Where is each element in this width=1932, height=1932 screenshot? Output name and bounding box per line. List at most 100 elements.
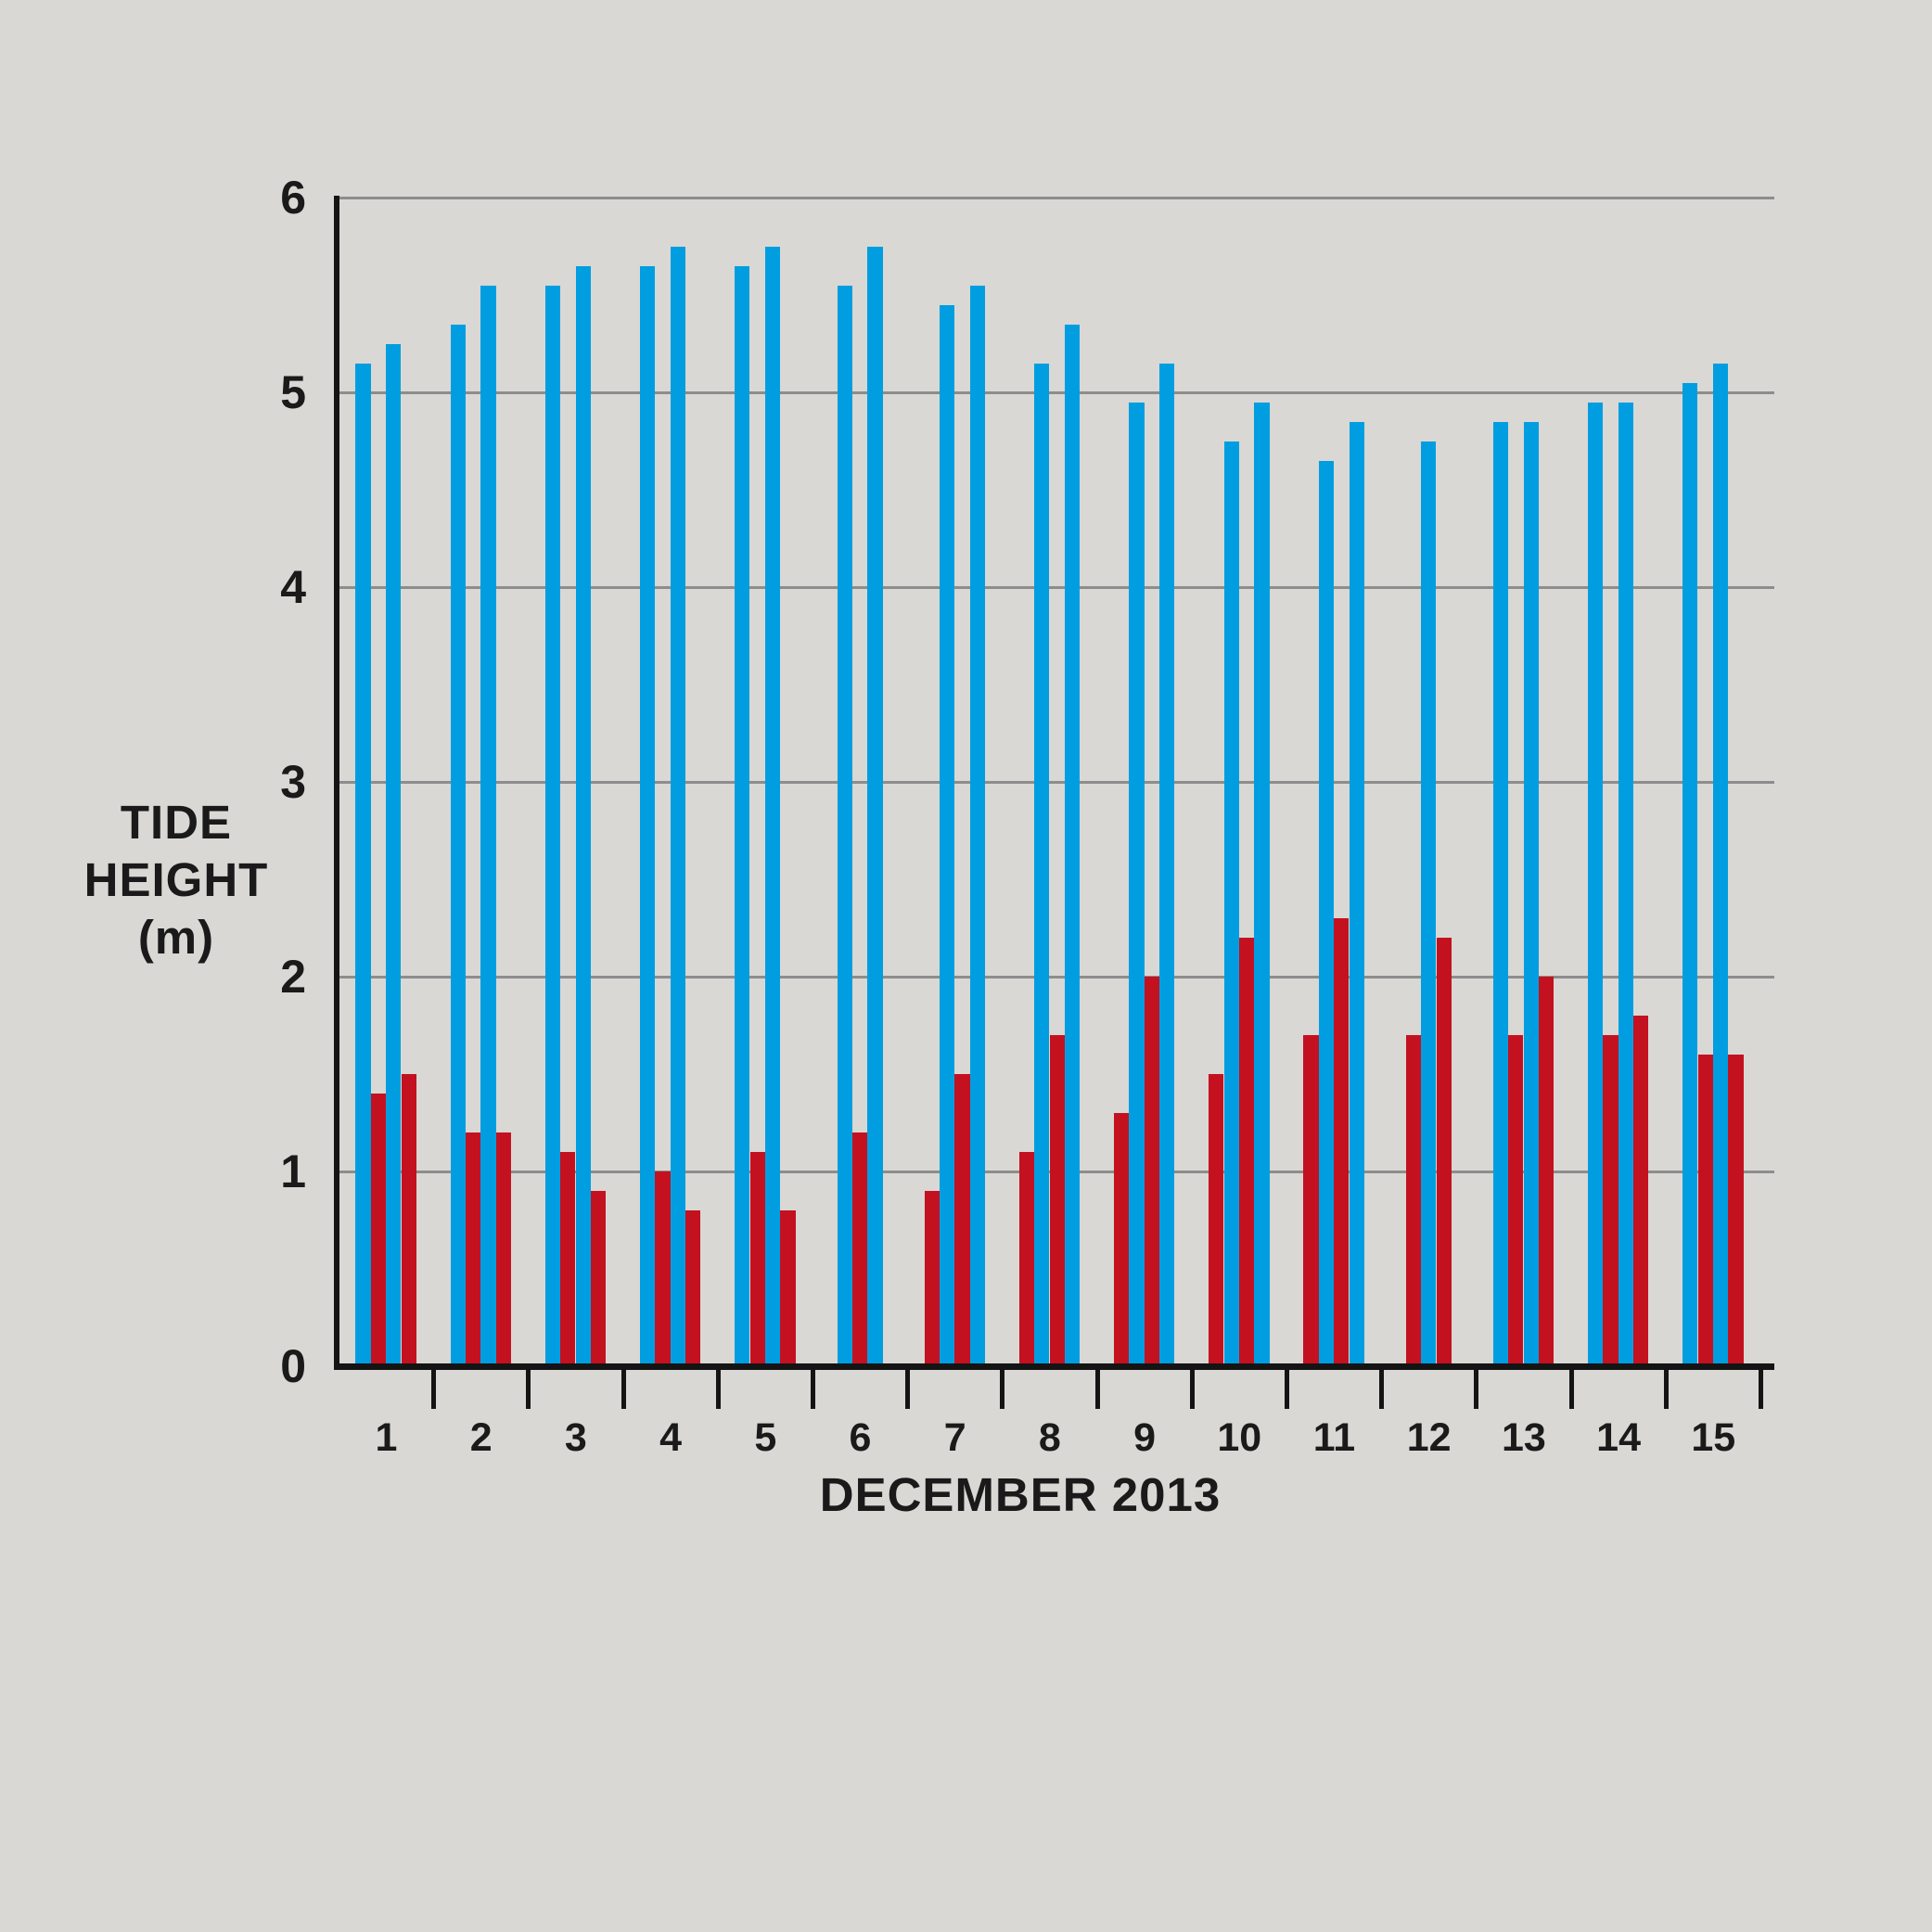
x-tick-label-1: 1 (375, 1415, 398, 1460)
x-tick-label-3: 3 (564, 1415, 587, 1460)
y-tick-label-4: 4 (280, 561, 306, 613)
bar-low-tide-day-3 (590, 1191, 607, 1366)
gridline-2 (339, 975, 1774, 979)
x-tick-label-5: 5 (754, 1415, 777, 1460)
bar-high-tide-day-1 (386, 343, 402, 1366)
x-tick-label-14: 14 (1596, 1415, 1642, 1460)
y-axis-title-line-3: (m) (137, 911, 215, 964)
gridline-6 (339, 196, 1774, 199)
x-tick-1 (431, 1370, 437, 1409)
bar-high-tide-day-7 (939, 304, 955, 1366)
bar-high-tide-day-13 (1523, 421, 1539, 1366)
bar-high-tide-day-3 (575, 265, 591, 1366)
bar-high-tide-day-6 (837, 285, 852, 1366)
bar-low-tide-day-11 (1334, 918, 1350, 1366)
x-tick-3 (621, 1370, 626, 1409)
bar-low-tide-day-1 (370, 1094, 387, 1366)
bar-low-tide-day-14 (1603, 1035, 1619, 1366)
bar-high-tide-day-14 (1618, 402, 1634, 1366)
bar-high-tide-day-10 (1223, 441, 1239, 1366)
x-tick-label-12: 12 (1406, 1415, 1452, 1460)
y-tick-label-1: 1 (280, 1145, 306, 1197)
bar-low-tide-day-14 (1633, 1016, 1649, 1366)
x-tick-label-4: 4 (659, 1415, 683, 1460)
y-tick-label-2: 2 (280, 951, 306, 1003)
gridline-3 (339, 780, 1774, 784)
bar-high-tide-day-5 (735, 265, 750, 1366)
bar-low-tide-day-7 (924, 1191, 940, 1366)
bar-high-tide-day-4 (670, 246, 686, 1366)
bar-high-tide-day-13 (1492, 421, 1509, 1366)
y-tick-label-3: 3 (280, 756, 306, 808)
bar-high-tide-day-6 (867, 246, 883, 1366)
bar-low-tide-day-11 (1303, 1035, 1319, 1366)
bar-high-tide-day-2 (450, 324, 466, 1366)
bar-low-tide-day-9 (1144, 977, 1160, 1366)
bar-low-tide-day-13 (1508, 1035, 1524, 1366)
bar-high-tide-day-14 (1587, 402, 1604, 1366)
x-tick-label-6: 6 (849, 1415, 872, 1460)
x-tick-13 (1568, 1370, 1574, 1409)
x-tick-9 (1189, 1370, 1195, 1409)
y-tick-label-6: 6 (280, 172, 306, 224)
x-tick-label-13: 13 (1501, 1415, 1546, 1460)
x-tick-label-2: 2 (469, 1415, 493, 1460)
x-tick-7 (1000, 1370, 1005, 1409)
x-tick-12 (1474, 1370, 1479, 1409)
x-tick-11 (1379, 1370, 1385, 1409)
bar-high-tide-day-15 (1712, 363, 1729, 1366)
bar-low-tide-day-15 (1697, 1055, 1713, 1366)
x-tick-4 (715, 1370, 721, 1409)
x-tick-15 (1759, 1370, 1763, 1409)
x-axis-label: DECEMBER 2013 (819, 1468, 1222, 1521)
bar-high-tide-day-11 (1318, 460, 1335, 1366)
bar-low-tide-day-4 (655, 1171, 671, 1366)
bar-low-tide-day-12 (1436, 938, 1452, 1366)
bar-high-tide-day-9 (1159, 363, 1175, 1366)
bar-high-tide-day-2 (480, 285, 496, 1366)
plot-area (339, 196, 1774, 1366)
bar-low-tide-day-5 (749, 1152, 765, 1366)
x-tick-6 (905, 1370, 911, 1409)
bar-low-tide-day-1 (401, 1074, 416, 1366)
x-tick-8 (1094, 1370, 1100, 1409)
y-tick-label-0: 0 (280, 1340, 306, 1392)
bar-low-tide-day-6 (851, 1132, 868, 1366)
bar-low-tide-day-15 (1728, 1055, 1744, 1366)
bar-high-tide-day-5 (764, 246, 781, 1366)
x-tick-label-9: 9 (1133, 1415, 1157, 1460)
y-axis-title: TIDE HEIGHT (m) (37, 794, 315, 966)
x-tick-label-11: 11 (1312, 1415, 1356, 1460)
bar-high-tide-day-3 (544, 285, 561, 1366)
x-tick-14 (1663, 1370, 1669, 1409)
bar-low-tide-day-2 (495, 1132, 512, 1366)
bar-high-tide-day-15 (1683, 382, 1698, 1366)
bar-high-tide-day-1 (355, 363, 371, 1366)
gridline-5 (339, 390, 1774, 394)
y-axis-title-line-1: TIDE (120, 796, 233, 849)
bar-high-tide-day-8 (1064, 324, 1081, 1366)
bar-low-tide-day-8 (1018, 1152, 1035, 1366)
bar-high-tide-day-8 (1034, 363, 1050, 1366)
bar-low-tide-day-5 (780, 1210, 796, 1366)
bar-low-tide-day-7 (954, 1074, 970, 1366)
x-tick-label-8: 8 (1038, 1415, 1061, 1460)
bar-low-tide-day-13 (1538, 977, 1555, 1366)
x-tick-2 (526, 1370, 531, 1409)
y-tick-label-5: 5 (280, 366, 306, 418)
bar-low-tide-day-10 (1238, 938, 1255, 1366)
bar-low-tide-day-12 (1405, 1035, 1422, 1366)
bar-high-tide-day-12 (1421, 441, 1437, 1366)
x-tick-label-15: 15 (1691, 1415, 1736, 1460)
bar-high-tide-day-10 (1254, 402, 1270, 1366)
bar-high-tide-day-9 (1129, 402, 1145, 1366)
bar-high-tide-day-4 (639, 265, 656, 1366)
bar-low-tide-day-9 (1113, 1113, 1130, 1366)
bar-high-tide-day-7 (969, 285, 986, 1366)
y-axis-line (334, 196, 339, 1370)
x-axis-line (334, 1363, 1774, 1370)
bar-low-tide-day-3 (560, 1152, 576, 1366)
x-tick-5 (811, 1370, 815, 1409)
bar-low-tide-day-8 (1049, 1035, 1065, 1366)
